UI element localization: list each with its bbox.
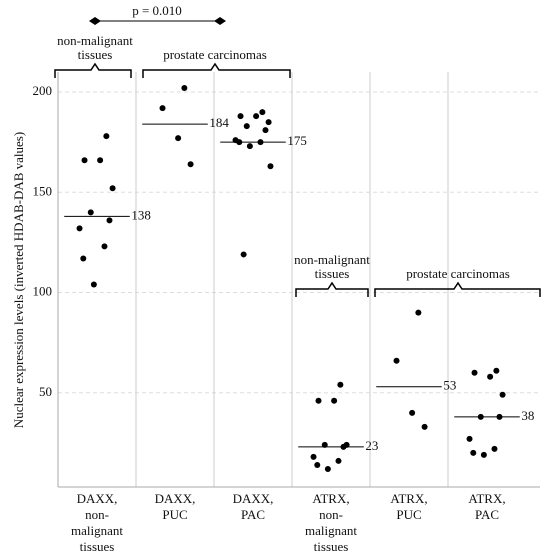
dot	[321, 441, 328, 448]
y-axis-label: Nuclear expression levels (inverted HDAB…	[11, 132, 26, 428]
dot	[466, 435, 473, 442]
dot	[480, 451, 487, 458]
dot	[265, 119, 272, 126]
dot	[81, 157, 88, 164]
group-label: tissues	[315, 266, 350, 281]
x-tick-label: PUC	[396, 507, 421, 522]
y-tick-label: 100	[33, 284, 53, 299]
x-tick-label: malignant	[71, 523, 123, 538]
dot	[181, 85, 188, 92]
dot	[487, 373, 494, 380]
x-tick-label: non-	[85, 507, 109, 522]
x-tick-label: malignant	[305, 523, 357, 538]
group-label: non-malignant	[294, 252, 370, 267]
dot	[187, 161, 194, 168]
dot	[101, 243, 108, 250]
bracket	[374, 281, 541, 297]
dot	[337, 381, 344, 388]
x-tick-label: tissues	[80, 539, 115, 554]
dot	[106, 217, 113, 224]
dot	[175, 135, 182, 142]
x-tick-label: DAXX,	[77, 491, 118, 506]
dot	[76, 225, 83, 232]
dot	[87, 209, 94, 216]
dot	[471, 369, 478, 376]
median-label: 53	[443, 378, 456, 393]
y-tick-label: 50	[39, 384, 52, 399]
x-tick-label: tissues	[314, 539, 349, 554]
dot	[335, 457, 342, 464]
dot	[470, 449, 477, 456]
p-value: p = 0.010	[132, 3, 182, 18]
dot	[237, 113, 244, 120]
dot	[90, 281, 97, 288]
dot	[315, 397, 322, 404]
dot	[103, 133, 110, 140]
dot	[491, 445, 498, 452]
dot	[109, 185, 116, 192]
median-label: 38	[521, 408, 534, 423]
group-label: prostate carcinomas	[163, 47, 267, 62]
dot	[415, 309, 422, 316]
bracket	[295, 281, 369, 297]
bracket	[142, 62, 291, 78]
median-label: 23	[365, 438, 378, 453]
x-tick-label: PUC	[162, 507, 187, 522]
dot	[240, 251, 247, 258]
x-tick-label: non-	[319, 507, 343, 522]
x-tick-label: DAXX,	[233, 491, 274, 506]
dot	[393, 357, 400, 364]
group-label: tissues	[78, 47, 113, 62]
x-tick-label: ATRX,	[312, 491, 349, 506]
dot	[253, 113, 260, 120]
x-tick-label: PAC	[241, 507, 265, 522]
bracket	[54, 62, 132, 78]
median-label: 175	[287, 133, 307, 148]
dot	[246, 143, 253, 150]
x-tick-label: PAC	[475, 507, 499, 522]
group-label: non-malignant	[57, 33, 133, 48]
median-label: 138	[131, 207, 151, 222]
y-tick-label: 200	[33, 83, 53, 98]
y-tick-label: 150	[33, 183, 53, 198]
dot	[267, 163, 274, 170]
dot	[421, 423, 428, 430]
x-tick-label: DAXX,	[155, 491, 196, 506]
dot	[159, 105, 166, 112]
dot	[262, 127, 269, 134]
median-label: 184	[209, 115, 229, 130]
dot	[331, 397, 338, 404]
dot	[409, 409, 416, 416]
dot	[97, 157, 104, 164]
group-label: prostate carcinomas	[406, 266, 510, 281]
x-tick-label: ATRX,	[468, 491, 505, 506]
dot	[259, 109, 266, 116]
dot	[243, 123, 250, 130]
dot	[310, 453, 317, 460]
dot	[314, 461, 321, 468]
dot	[493, 367, 500, 374]
dot	[324, 465, 331, 472]
x-tick-label: ATRX,	[390, 491, 427, 506]
dot	[80, 255, 87, 262]
dot	[499, 391, 506, 398]
